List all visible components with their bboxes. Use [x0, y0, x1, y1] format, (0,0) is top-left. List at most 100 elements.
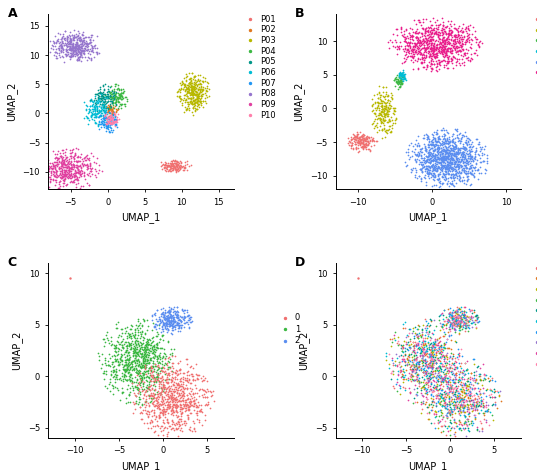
- Point: [95, 106, 104, 114]
- Point: [428, 44, 437, 52]
- Point: [430, 343, 438, 350]
- Point: [118, 389, 127, 397]
- Point: [364, 134, 373, 142]
- Point: [180, 314, 188, 321]
- Point: [101, 120, 110, 127]
- Point: [176, 376, 184, 383]
- Point: [437, 350, 446, 358]
- Point: [163, 409, 172, 416]
- Point: [421, 174, 430, 182]
- Point: [162, 376, 170, 384]
- Point: [361, 135, 370, 142]
- Point: [129, 378, 138, 385]
- Point: [72, 169, 81, 176]
- Point: [452, 148, 461, 155]
- Point: [425, 352, 434, 359]
- Point: [183, 391, 191, 399]
- Point: [72, 49, 81, 57]
- Point: [161, 321, 170, 329]
- Point: [451, 428, 460, 436]
- Point: [360, 135, 368, 143]
- Point: [442, 136, 451, 143]
- Point: [113, 318, 122, 325]
- Point: [156, 405, 165, 413]
- Point: [412, 21, 420, 28]
- Point: [439, 153, 447, 161]
- Point: [153, 333, 161, 340]
- Point: [169, 387, 178, 394]
- Point: [429, 36, 437, 44]
- Point: [113, 337, 121, 344]
- Point: [452, 313, 460, 320]
- Point: [144, 341, 153, 349]
- Point: [162, 378, 170, 386]
- Point: [411, 338, 420, 345]
- Point: [459, 153, 468, 161]
- Point: [432, 167, 440, 175]
- Point: [432, 382, 440, 390]
- Point: [394, 77, 402, 84]
- Point: [183, 81, 192, 89]
- Point: [111, 345, 119, 352]
- Point: [463, 24, 472, 32]
- Point: [458, 34, 467, 41]
- Point: [162, 162, 171, 169]
- Point: [155, 411, 164, 418]
- Point: [173, 381, 182, 389]
- Point: [444, 162, 452, 170]
- Point: [467, 169, 475, 176]
- Point: [432, 403, 441, 410]
- Point: [74, 41, 82, 49]
- Point: [436, 139, 445, 146]
- Point: [462, 37, 471, 44]
- Point: [451, 374, 459, 381]
- Point: [70, 169, 78, 177]
- Point: [116, 358, 125, 365]
- Point: [141, 362, 149, 369]
- Point: [411, 362, 420, 370]
- Point: [122, 346, 130, 354]
- Point: [100, 100, 108, 108]
- Point: [440, 171, 448, 178]
- Point: [441, 35, 450, 43]
- Point: [421, 46, 430, 53]
- Point: [459, 424, 468, 432]
- Point: [452, 48, 460, 56]
- Point: [129, 345, 138, 352]
- Point: [165, 162, 173, 169]
- Point: [59, 146, 68, 154]
- Point: [460, 425, 468, 433]
- Point: [380, 112, 388, 119]
- Point: [413, 29, 422, 37]
- Point: [125, 357, 133, 364]
- Point: [439, 414, 447, 421]
- Point: [461, 387, 470, 394]
- Point: [440, 399, 449, 406]
- Point: [432, 166, 441, 174]
- Point: [157, 394, 166, 402]
- Point: [448, 160, 456, 168]
- Point: [407, 165, 415, 172]
- Point: [430, 46, 439, 53]
- Point: [446, 427, 454, 434]
- Point: [156, 422, 165, 430]
- Point: [141, 359, 150, 367]
- Point: [194, 86, 202, 94]
- Point: [178, 392, 187, 400]
- Point: [438, 154, 446, 161]
- Point: [430, 60, 438, 68]
- Point: [440, 162, 448, 170]
- Point: [149, 392, 158, 400]
- Point: [409, 327, 417, 335]
- Point: [408, 368, 416, 376]
- Point: [90, 111, 99, 119]
- Point: [139, 394, 148, 401]
- Point: [477, 426, 486, 433]
- Point: [384, 107, 393, 115]
- Point: [69, 42, 77, 49]
- Point: [427, 368, 436, 376]
- Point: [151, 401, 160, 409]
- Point: [111, 98, 120, 106]
- Point: [433, 146, 442, 154]
- Point: [147, 416, 156, 423]
